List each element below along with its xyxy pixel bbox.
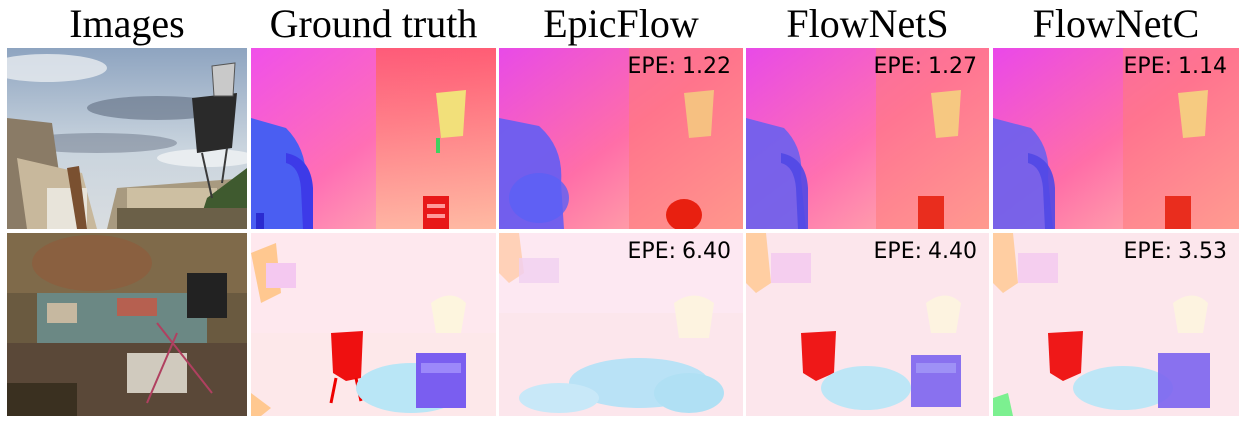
flownets-flow-row-2: EPE: 4.40 [746, 233, 989, 416]
flownetc-flow-row-2: EPE: 3.53 [993, 233, 1239, 416]
epe-score-flownetc-row-1: EPE: 1.14 [1123, 54, 1227, 79]
ground-truth-flow-row-2 [251, 233, 496, 416]
results-grid: EPE: 1.22 EPE: 1.27 [7, 48, 1239, 416]
column-title-ground-truth: Ground truth [269, 1, 478, 46]
input-image-row-1 [7, 48, 247, 229]
epe-score-epicflow-row-2: EPE: 6.40 [627, 239, 731, 264]
column-title-epicflow: EpicFlow [543, 1, 699, 46]
column-header-row: Images Ground truth EpicFlow FlowNetS Fl… [0, 0, 1245, 46]
flownetc-flow-row-1: EPE: 1.14 [993, 48, 1239, 229]
epe-score-flownets-row-1: EPE: 1.27 [873, 54, 977, 79]
epe-score-epicflow-row-1: EPE: 1.22 [627, 54, 731, 79]
epe-score-flownets-row-2: EPE: 4.40 [873, 239, 977, 264]
ground-truth-flow-row-1 [251, 48, 496, 229]
epe-score-flownetc-row-2: EPE: 3.53 [1123, 239, 1227, 264]
column-title-flownets: FlowNetS [786, 1, 949, 46]
input-image-row-2 [7, 233, 247, 416]
column-title-images: Images [69, 1, 185, 46]
flownets-flow-row-1: EPE: 1.27 [746, 48, 989, 229]
epicflow-flow-row-1: EPE: 1.22 [499, 48, 743, 229]
epicflow-flow-row-2: EPE: 6.40 [499, 233, 743, 416]
column-title-flownetc: FlowNetC [1032, 1, 1200, 46]
